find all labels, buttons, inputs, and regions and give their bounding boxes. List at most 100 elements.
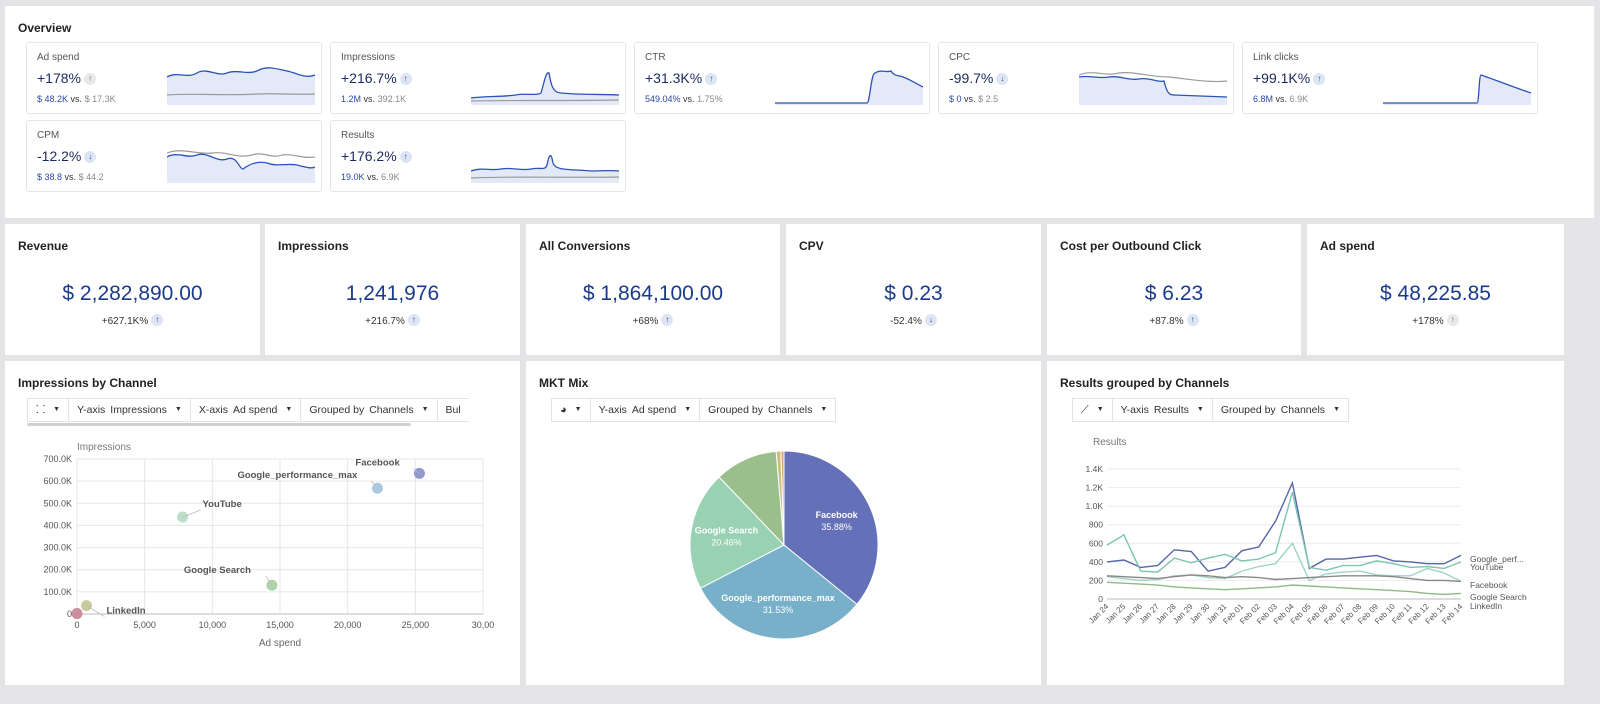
panel-title: Results grouped by Channels	[1060, 376, 1230, 390]
kpi-change: +68% ↑	[526, 314, 780, 327]
y-tick-label: 0	[67, 609, 72, 619]
arrow-up-icon: ↑	[399, 73, 412, 85]
kpi-card-cost-per-outbound-click[interactable]: Cost per Outbound Click $ 6.23 +87.8% ↑	[1047, 224, 1301, 355]
kpi-card-all-conversions[interactable]: All Conversions $ 1,864,100.00 +68% ↑	[526, 224, 780, 355]
y-tick-label: 100.0K	[43, 587, 72, 597]
x-tick-label: 15,000	[266, 620, 294, 630]
kpi-value: $ 48,225.85	[1380, 282, 1491, 305]
overview-title: Overview	[18, 21, 72, 35]
chevron-down-icon: ▼	[53, 406, 61, 413]
point-label: Google Search	[184, 565, 251, 576]
mini-card-ctr[interactable]: CTR +31.3K% ↑ 549.04% vs. 1.75%	[634, 42, 930, 114]
metric-compare: $ 48.2K vs. $ 17.3K	[37, 94, 116, 104]
y-tick-label: 200.0K	[43, 565, 72, 575]
kpi-change: +627.1K% ↑	[5, 314, 260, 327]
y-tick-label: 1.2K	[1086, 483, 1104, 493]
series-line	[1106, 581, 1462, 596]
arrow-up-icon: ↑	[705, 73, 718, 85]
kpi-title: Impressions	[278, 239, 349, 253]
y-tick-label: 700.0K	[43, 454, 72, 464]
chart-type-dropdown[interactable]: ⟋ ▼	[1072, 398, 1113, 422]
slice-value-label: 35.88%	[821, 522, 852, 532]
slice-value-label: 31.53%	[763, 605, 794, 615]
y-tick-label: 600.0K	[43, 476, 72, 486]
arrow-up-icon: ↑	[661, 314, 674, 326]
chart-toolbar: ⸬ ▼ Y-axis Impressions ▼ X-axis Ad spend ▼ Gr…	[27, 398, 502, 422]
arrow-up-icon: ↑	[1313, 73, 1326, 85]
slice-value-label: 20.46%	[711, 537, 742, 547]
scatter-point	[80, 600, 92, 612]
label-leader	[86, 605, 105, 617]
arrow-up-icon: ↑	[407, 314, 420, 326]
chevron-down-icon: ▼	[820, 406, 828, 413]
legend-label: Google_perf...	[1470, 554, 1524, 564]
y-tick-label: 800	[1089, 520, 1103, 530]
y-axis-label: Impressions	[77, 442, 131, 453]
mini-card-cpc[interactable]: CPC -99.7% ↓ $ 0 vs. $ 2.5	[938, 42, 1234, 114]
grouped-by-dropdown[interactable]: Grouped by Channels ▼	[301, 398, 438, 422]
arrow-down-icon: ↓	[996, 73, 1009, 85]
y-axis-dropdown[interactable]: Y-axis Results ▼	[1112, 398, 1213, 422]
scatter-chart: Impressions 0 100.0K 200.0K 300.0K 400.0K 500.…	[43, 442, 494, 649]
metric-compare: 549.04% vs. 1.75%	[645, 94, 723, 104]
point-label: Google_performance_max	[237, 470, 358, 481]
mini-card-impressions[interactable]: Impressions +216.7% ↑ 1.2M vs. 392.1K	[330, 42, 626, 114]
metric-label: CPM	[37, 130, 60, 141]
scatter-point	[371, 482, 383, 494]
y-tick-label: 400	[1089, 557, 1103, 567]
kpi-title: Revenue	[18, 239, 69, 253]
kpi-value: $ 1,864,100.00	[582, 282, 724, 305]
scatter-chart-icon: ⸬	[36, 404, 46, 416]
x-axis-label: Ad spend	[259, 638, 301, 649]
chart-type-dropdown[interactable]: ◕ ▼	[551, 398, 591, 422]
impressions-by-channel-panel: Impressions by Channel ⸬ ▼ Y-axis Impressi…	[5, 361, 520, 685]
kpi-card-ad-spend[interactable]: Ad spend $ 48,225.85 +178% ↑	[1307, 224, 1564, 355]
point-label: YouTube	[203, 499, 242, 510]
kpi-card-impressions[interactable]: Impressions 1,241,976 +216.7% ↑	[265, 224, 520, 355]
chart-toolbar: ◕ ▼ Y-axis Ad spend ▼ Grouped by Channels ▼	[551, 398, 837, 422]
kpi-change: +216.7% ↑	[265, 314, 520, 327]
mini-card-results[interactable]: Results +176.2% ↑ 19.0K vs. 6.9K	[330, 120, 626, 192]
pie-slice	[780, 450, 785, 546]
chevron-down-icon: ▼	[421, 406, 429, 413]
line-chart-icon: ⟋	[1081, 404, 1089, 416]
chevron-down-icon: ▼	[1096, 406, 1104, 413]
arrow-up-icon: ↑	[151, 314, 164, 326]
slice-label: Google Search	[695, 525, 759, 535]
metric-change: +31.3K% ↑	[645, 70, 718, 86]
metric-label: CPC	[949, 52, 971, 63]
metric-label: Link clicks	[1253, 52, 1299, 63]
mini-card-cpm[interactable]: CPM -12.2% ↓ $ 38.8 vs. $ 44.2	[26, 120, 322, 192]
mini-card-ad-spend[interactable]: Ad spend +178% ↑ $ 48.2K vs. $ 17.3K	[26, 42, 322, 114]
metric-compare: 19.0K vs. 6.9K	[341, 172, 400, 182]
slice-label: Facebook	[816, 510, 859, 520]
toolbar-scrollbar[interactable]	[27, 423, 411, 426]
y-tick-label: 1.4K	[1086, 464, 1104, 474]
kpi-value: 1,241,976	[345, 282, 440, 305]
grouped-by-dropdown[interactable]: Grouped by Channels ▼	[700, 398, 837, 422]
kpi-title: Cost per Outbound Click	[1060, 239, 1202, 253]
chevron-down-icon: ▼	[574, 406, 582, 413]
metric-compare: $ 0 vs. $ 2.5	[949, 94, 999, 104]
kpi-card-revenue[interactable]: Revenue $ 2,282,890.00 +627.1K% ↑	[5, 224, 260, 355]
chart-type-dropdown[interactable]: ⸬ ▼	[27, 398, 70, 422]
x-axis-dropdown[interactable]: X-axis Ad spend ▼	[190, 398, 302, 422]
mini-card-link-clicks[interactable]: Link clicks +99.1K% ↑ 6.8M vs. 6.9K	[1242, 42, 1538, 114]
point-label: LinkedIn	[106, 606, 145, 617]
x-tick-label: 0	[74, 620, 79, 630]
x-tick-label: 10,000	[199, 620, 227, 630]
y-tick-label: 0	[1098, 594, 1103, 604]
y-axis-dropdown[interactable]: Y-axis Ad spend ▼	[590, 398, 701, 422]
grouped-by-dropdown[interactable]: Grouped by Channels ▼	[1212, 398, 1349, 422]
kpi-value: $ 2,282,890.00	[62, 282, 203, 305]
panel-title: MKT Mix	[539, 376, 589, 390]
kpi-title: CPV	[799, 239, 824, 253]
kpi-card-cpv[interactable]: CPV $ 0.23 -52.4% ↓	[786, 224, 1041, 355]
sparkline	[471, 155, 619, 183]
more-options-item[interactable]: Bul	[437, 398, 469, 422]
y-axis-dropdown[interactable]: Y-axis Impressions ▼	[69, 398, 191, 422]
y-tick-label: 600	[1089, 538, 1103, 548]
metric-change: -12.2% ↓	[37, 148, 97, 164]
kpi-change: +87.8% ↑	[1047, 314, 1301, 327]
